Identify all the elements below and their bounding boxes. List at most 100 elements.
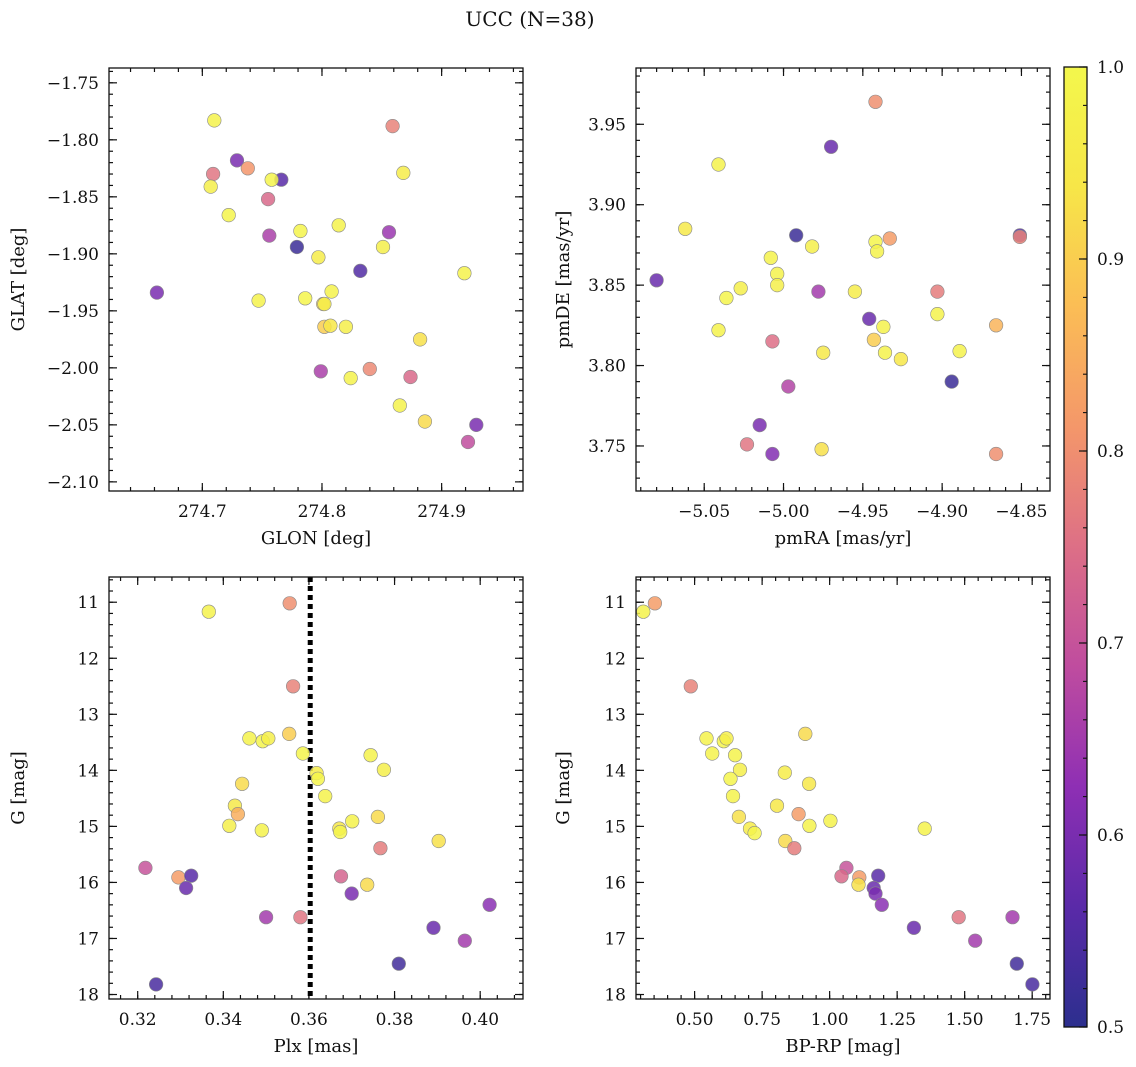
- x-axis-label: GLON [deg]: [261, 528, 371, 549]
- y-tick-label: 17: [604, 929, 626, 949]
- axes-frame: [108, 576, 524, 1000]
- data-point: [732, 762, 748, 777]
- data-point: [719, 731, 734, 746]
- data-point: [323, 318, 338, 333]
- data-point: [206, 166, 221, 182]
- data-point: [781, 379, 796, 394]
- data-point: [719, 290, 734, 306]
- data-point: [862, 311, 877, 327]
- y-tick-label: 14: [604, 761, 626, 781]
- y-tick-label: 13: [604, 705, 626, 725]
- x-tick-label: 1.75: [1013, 1010, 1051, 1030]
- data-point: [814, 442, 829, 457]
- data-point: [201, 604, 216, 619]
- x-tick-label: 0.75: [743, 1010, 781, 1030]
- x-tick-label: 1.50: [946, 1010, 984, 1030]
- data-point: [816, 345, 831, 360]
- data-point: [381, 225, 397, 240]
- data-point: [804, 239, 820, 254]
- data-point: [391, 956, 406, 971]
- data-point: [235, 776, 250, 791]
- data-point: [906, 920, 922, 935]
- data-point: [874, 897, 889, 912]
- colorbar-tick-label: 0.7: [1097, 634, 1124, 654]
- data-point: [338, 319, 354, 334]
- data-point: [396, 165, 411, 180]
- data-point: [282, 726, 297, 742]
- data-point: [251, 293, 266, 308]
- data-point: [222, 818, 237, 833]
- x-tick-label: −5.05: [678, 502, 730, 522]
- data-point: [295, 746, 311, 761]
- data-point: [871, 868, 886, 883]
- data-point: [261, 192, 276, 207]
- x-tick-label: 1.00: [811, 1010, 849, 1030]
- data-point: [868, 94, 883, 109]
- y-tick-label: 16: [77, 873, 99, 893]
- data-point: [777, 765, 792, 780]
- data-point: [683, 679, 698, 694]
- data-point: [723, 771, 738, 786]
- axes-frame: [108, 67, 524, 492]
- y-tick-label: 16: [604, 873, 626, 893]
- data-point: [765, 446, 780, 462]
- y-tick-label: 15: [604, 817, 626, 837]
- points-bprp-g: [636, 596, 1040, 992]
- y-tick-label: −1.85: [47, 188, 99, 208]
- y-tick-label: −1.80: [47, 131, 99, 151]
- data-point: [866, 332, 882, 347]
- panel-bprp-g: 0.50 0.75 1.00 1.25 1.50 1.75 11 12 13 14 15 16 17 18…: [553, 576, 1051, 1057]
- data-point: [877, 345, 893, 360]
- x-tick-label: 0.40: [461, 1010, 499, 1030]
- data-point: [344, 886, 359, 901]
- data-point: [893, 352, 909, 367]
- data-point: [413, 332, 428, 347]
- data-point: [1012, 229, 1028, 244]
- data-point: [254, 823, 269, 838]
- ticks-bprp-g: [636, 577, 1050, 999]
- y-axis-label: pmDE [mas/yr]: [553, 211, 574, 349]
- data-point: [1005, 910, 1020, 925]
- data-point: [770, 278, 785, 293]
- data-point: [317, 296, 332, 312]
- ticks-glon-glat: [109, 68, 523, 491]
- y-tick-label: 3.75: [588, 437, 626, 457]
- y-tick-label: 17: [77, 929, 99, 949]
- data-point: [988, 446, 1004, 462]
- y-axis-label: GLAT [deg]: [8, 228, 29, 332]
- y-tick-label: 12: [77, 649, 99, 669]
- data-point: [876, 319, 891, 335]
- data-point: [286, 679, 301, 694]
- data-point: [229, 153, 245, 168]
- x-tick-label: 0.38: [376, 1010, 414, 1030]
- data-point: [834, 869, 849, 884]
- colorbar: 0.5 0.6 0.7 0.8 0.9 1.0: [1063, 58, 1124, 1038]
- data-point: [392, 398, 407, 413]
- data-point: [988, 318, 1004, 333]
- data-point: [930, 307, 945, 322]
- data-point: [747, 825, 762, 841]
- x-tick-label: 1.25: [878, 1010, 916, 1030]
- data-point: [318, 788, 333, 804]
- data-point: [457, 266, 472, 281]
- colorbar-tick-label: 0.9: [1097, 250, 1124, 270]
- y-tick-label: 11: [77, 593, 99, 613]
- y-tick-label: −1.75: [47, 74, 99, 94]
- x-tick-label: 0.34: [204, 1010, 242, 1030]
- data-point: [242, 731, 257, 746]
- data-point: [851, 877, 866, 892]
- data-point: [791, 806, 806, 822]
- data-point: [149, 285, 164, 300]
- data-point: [869, 244, 885, 259]
- data-point: [403, 369, 418, 385]
- x-tick-label: 0.50: [676, 1010, 714, 1030]
- data-point: [647, 596, 663, 611]
- data-point: [787, 841, 802, 856]
- data-point: [333, 869, 349, 884]
- data-point: [789, 228, 804, 243]
- data-point: [752, 418, 767, 433]
- data-point: [798, 726, 813, 742]
- data-point: [731, 809, 747, 825]
- y-tick-label: 12: [604, 649, 626, 669]
- x-tick-label: −5.00: [757, 502, 809, 522]
